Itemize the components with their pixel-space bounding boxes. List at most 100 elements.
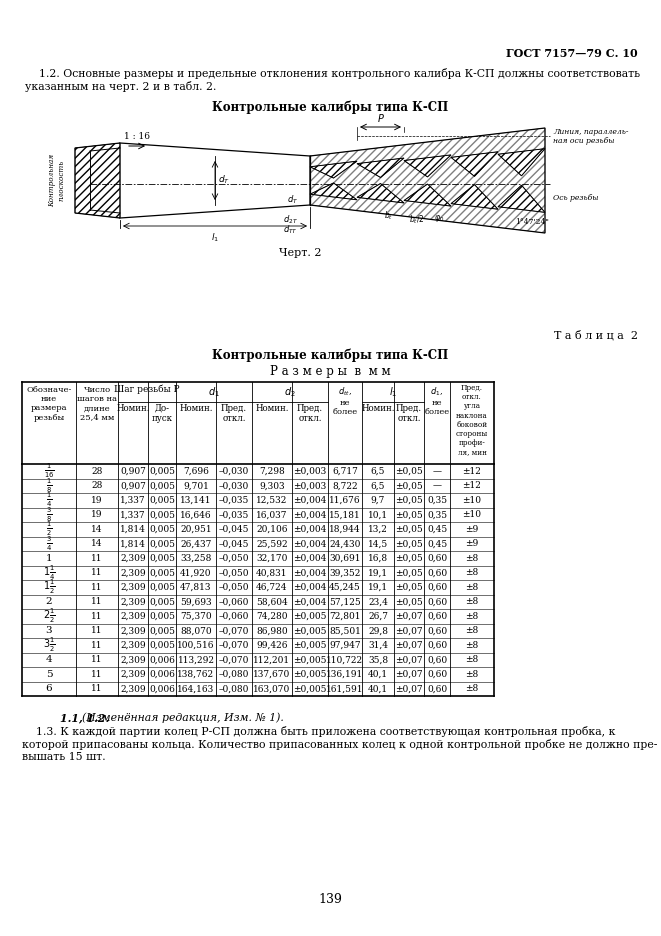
Text: 0,60: 0,60	[427, 670, 447, 679]
Text: Ось резьбы: Ось резьбы	[553, 194, 598, 201]
Text: 13,2: 13,2	[368, 525, 388, 534]
Text: 5: 5	[46, 670, 52, 679]
Text: ±0,05: ±0,05	[395, 597, 423, 607]
Text: ±8: ±8	[465, 612, 479, 621]
Text: 31,4: 31,4	[368, 641, 388, 650]
Text: $b_t$: $b_t$	[385, 210, 393, 223]
Text: 26,7: 26,7	[368, 612, 388, 621]
Text: 0,005: 0,005	[149, 539, 175, 548]
Text: ±0,05: ±0,05	[395, 525, 423, 534]
Text: ±0,07: ±0,07	[395, 670, 423, 679]
Text: 6: 6	[46, 684, 52, 694]
Text: 20,106: 20,106	[256, 525, 288, 534]
Text: $d_{TT}$: $d_{TT}$	[283, 223, 298, 236]
Text: 15,181: 15,181	[329, 510, 361, 519]
Text: 3: 3	[46, 626, 52, 636]
Text: $d_1$: $d_1$	[208, 385, 220, 399]
Text: ±0,05: ±0,05	[395, 583, 423, 592]
Text: 19: 19	[91, 510, 102, 519]
Text: 35,8: 35,8	[368, 655, 388, 665]
Text: 11: 11	[91, 641, 102, 650]
Text: 72,801: 72,801	[329, 612, 361, 621]
Text: –0,035: –0,035	[219, 496, 249, 505]
Text: 28: 28	[91, 481, 102, 490]
Text: $1\frac{1}{2}$: $1\frac{1}{2}$	[43, 578, 56, 596]
Text: 2,309: 2,309	[120, 583, 146, 592]
Text: Контрольные калибры типа К-СП: Контрольные калибры типа К-СП	[212, 348, 448, 361]
Text: 2: 2	[46, 597, 52, 607]
Text: Шаг резьбы P: Шаг резьбы P	[114, 385, 180, 394]
Text: Обозначе-
ние
размера
резьбы: Обозначе- ние размера резьбы	[26, 386, 71, 421]
Text: $b_t/2$: $b_t/2$	[409, 213, 424, 226]
Text: 2,309: 2,309	[120, 554, 146, 563]
Text: 39,352: 39,352	[329, 568, 361, 578]
Text: ±0,005: ±0,005	[293, 655, 327, 665]
Text: 0,60: 0,60	[427, 554, 447, 563]
Text: ±0,005: ±0,005	[293, 641, 327, 650]
Text: 0,907: 0,907	[120, 481, 146, 490]
Text: –0,070: –0,070	[219, 641, 249, 650]
Text: Пред.
откл.: Пред. откл.	[221, 404, 247, 423]
Text: 110,722: 110,722	[327, 655, 364, 665]
Text: –0,050: –0,050	[219, 554, 249, 563]
Text: 0,35: 0,35	[427, 510, 447, 519]
Text: 11: 11	[91, 626, 102, 636]
Text: $2\frac{1}{2}$: $2\frac{1}{2}$	[43, 607, 56, 625]
Text: ±0,003: ±0,003	[293, 481, 327, 490]
Polygon shape	[498, 149, 545, 176]
Text: 2,309: 2,309	[120, 684, 146, 694]
Text: До-
пуск: До- пуск	[151, 404, 173, 423]
Text: ±0,004: ±0,004	[293, 496, 327, 505]
Text: 88,070: 88,070	[180, 626, 212, 636]
Text: 14,5: 14,5	[368, 539, 388, 548]
Polygon shape	[357, 183, 404, 203]
Polygon shape	[310, 183, 357, 199]
Text: 11: 11	[91, 655, 102, 665]
Text: $d_{tt}$,
не
более: $d_{tt}$, не более	[332, 385, 358, 416]
Text: 0,006: 0,006	[149, 670, 175, 679]
Text: 97,947: 97,947	[329, 641, 361, 650]
Text: ±10: ±10	[463, 496, 481, 505]
Text: 137,670: 137,670	[253, 670, 291, 679]
Text: ±0,05: ±0,05	[395, 510, 423, 519]
Polygon shape	[451, 184, 498, 210]
Text: –0,050: –0,050	[219, 568, 249, 578]
Text: $d_{2T}$: $d_{2T}$	[283, 213, 298, 226]
Text: 8,722: 8,722	[332, 481, 358, 490]
Text: $\frac{1}{4}$: $\frac{1}{4}$	[46, 491, 52, 509]
Text: ±0,004: ±0,004	[293, 583, 327, 592]
Text: 99,426: 99,426	[256, 641, 288, 650]
Text: 6,5: 6,5	[371, 481, 385, 490]
Text: 11: 11	[91, 684, 102, 694]
Text: –0,080: –0,080	[219, 684, 249, 694]
Text: ±8: ±8	[465, 655, 479, 665]
Text: 16,037: 16,037	[256, 510, 288, 519]
Text: ±8: ±8	[465, 670, 479, 679]
Text: ±8: ±8	[465, 641, 479, 650]
Text: Т а б л и ц а  2: Т а б л и ц а 2	[554, 330, 638, 341]
Text: 0,005: 0,005	[149, 525, 175, 534]
Text: –0,070: –0,070	[219, 626, 249, 636]
Text: 19: 19	[91, 496, 102, 505]
Text: 75,370: 75,370	[180, 612, 212, 621]
Text: $l_1$: $l_1$	[211, 231, 219, 243]
Text: 1,337: 1,337	[120, 510, 146, 519]
Text: 10,1: 10,1	[368, 510, 388, 519]
Text: 0,005: 0,005	[149, 467, 175, 475]
Text: 23,4: 23,4	[368, 597, 388, 607]
Text: $\frac{1}{8}$: $\frac{1}{8}$	[46, 476, 52, 495]
Text: 0,005: 0,005	[149, 626, 175, 636]
Text: 85,501: 85,501	[329, 626, 361, 636]
Text: $\frac{1}{16}$: $\frac{1}{16}$	[44, 462, 54, 480]
Text: 0,35: 0,35	[427, 496, 447, 505]
Text: 1.1, 1.2.: 1.1, 1.2.	[60, 712, 113, 723]
Polygon shape	[404, 184, 451, 206]
Text: ±12: ±12	[463, 481, 481, 490]
Text: ±0,005: ±0,005	[293, 670, 327, 679]
Text: Пред.
откл.
угла
наклона
боковой
стороны
профи-
ля, мин: Пред. откл. угла наклона боковой стороны…	[456, 384, 488, 457]
Text: 1.2. Основные размеры и предельные отклонения контрольного калибра К-СП должны с: 1.2. Основные размеры и предельные откло…	[25, 68, 640, 79]
Text: 0,60: 0,60	[427, 583, 447, 592]
Text: 7,696: 7,696	[183, 467, 209, 475]
Text: 161,591: 161,591	[327, 684, 364, 694]
Text: ±0,07: ±0,07	[395, 641, 423, 650]
